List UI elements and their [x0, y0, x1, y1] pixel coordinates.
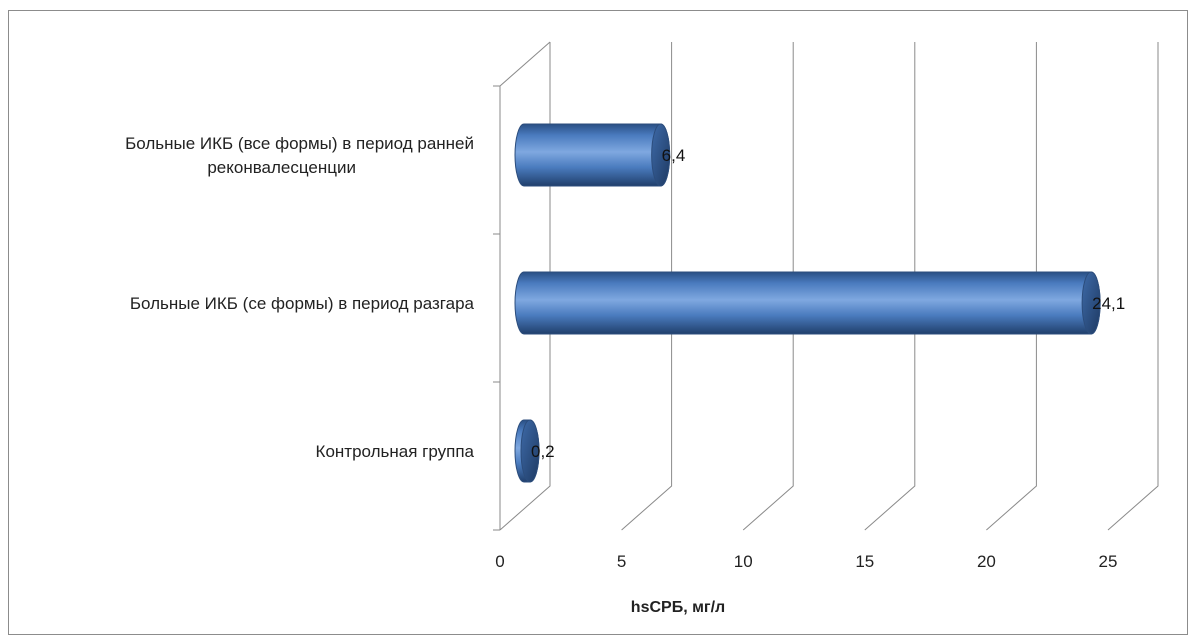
category-axis	[493, 41, 551, 531]
bar-cap	[651, 123, 671, 187]
gridline	[864, 42, 916, 531]
x-tick-label: 0	[495, 552, 504, 571]
x-tick-label: 25	[1099, 552, 1118, 571]
data-label: 0,2	[531, 442, 555, 461]
category-label: реконвалесценции	[207, 158, 356, 177]
gridlines	[499, 42, 1159, 531]
bar	[514, 271, 1101, 335]
left-wall-edge	[499, 41, 551, 87]
bar-cap	[1081, 271, 1101, 335]
x-tick-label: 20	[977, 552, 996, 571]
bar-cap	[520, 419, 540, 483]
category-label: Больные ИКБ (се формы) в период разгара	[130, 294, 475, 313]
bars	[514, 123, 1101, 483]
labels: 0 5 10 15 20 25 6,4 Больные ИКБ (все формы) в п…	[125, 134, 1125, 571]
data-label: 6,4	[662, 146, 686, 165]
x-tick-label: 5	[617, 552, 626, 571]
bar	[514, 123, 671, 187]
gridline	[499, 42, 551, 531]
category-label: Контрольная группа	[316, 442, 475, 461]
x-tick-label: 10	[734, 552, 753, 571]
x-axis-title: hsCРБ, мг/л	[631, 599, 725, 616]
category-label: Больные ИКБ (все формы) в период ранней	[125, 134, 474, 153]
x-tick-label: 15	[855, 552, 874, 571]
gridline	[621, 42, 673, 531]
data-label: 24,1	[1092, 294, 1125, 313]
gridline	[986, 42, 1037, 531]
gridline	[1107, 42, 1159, 531]
gridline	[742, 42, 794, 531]
